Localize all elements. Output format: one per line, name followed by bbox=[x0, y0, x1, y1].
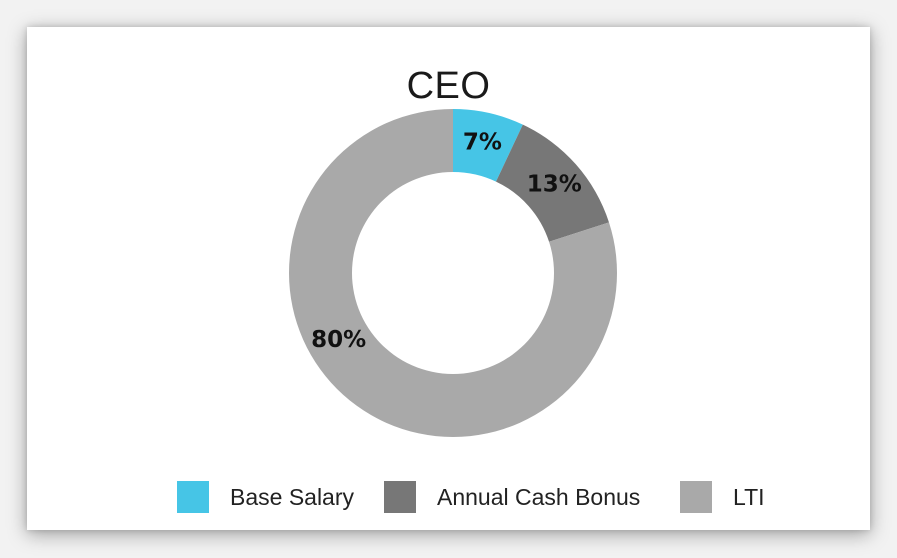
chart-title: CEO bbox=[406, 65, 491, 107]
donut-slice-lti bbox=[288, 109, 617, 437]
legend-swatch-annual-cash-bonus bbox=[384, 481, 416, 513]
data-label-base-salary: 7% bbox=[463, 129, 502, 155]
chart-legend: Base Salary Annual Cash Bonus LTI bbox=[27, 480, 870, 514]
legend-item-annual-cash-bonus: Annual Cash Bonus bbox=[384, 480, 640, 514]
legend-swatch-base-salary bbox=[177, 481, 209, 513]
donut-slice-annual-cash-bonus bbox=[496, 124, 609, 242]
legend-item-lti: LTI bbox=[680, 480, 765, 514]
legend-label-lti: LTI bbox=[733, 483, 765, 510]
data-label-annual-cash-bonus: 13% bbox=[527, 172, 582, 198]
donut-slice-base-salary bbox=[453, 109, 523, 182]
legend-label-base-salary: Base Salary bbox=[230, 483, 355, 510]
donut-chart: 7% 13% 80% bbox=[288, 109, 617, 437]
legend-label-annual-cash-bonus: Annual Cash Bonus bbox=[437, 483, 641, 510]
data-label-lti: 80% bbox=[311, 327, 366, 353]
legend-item-base-salary: Base Salary bbox=[177, 480, 354, 514]
chart-card: CEO 7% 13% 80% Base Salary Annual Cash Bon… bbox=[27, 27, 870, 530]
legend-swatch-lti bbox=[680, 481, 712, 513]
